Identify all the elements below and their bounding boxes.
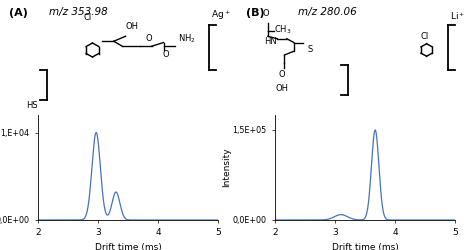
Text: OH: OH <box>275 84 289 93</box>
Text: O: O <box>279 70 285 79</box>
Text: (A): (A) <box>9 8 28 18</box>
Text: (B): (B) <box>246 8 265 18</box>
Text: NH$_2$: NH$_2$ <box>178 32 195 45</box>
Text: O: O <box>146 34 153 43</box>
Text: m/z 353.98: m/z 353.98 <box>49 8 108 18</box>
Text: Cl: Cl <box>83 14 92 22</box>
Y-axis label: Intensity: Intensity <box>222 148 231 187</box>
Text: CH$_3$: CH$_3$ <box>274 24 292 36</box>
Text: HN: HN <box>264 37 276 46</box>
Text: O: O <box>262 8 269 18</box>
Text: Li$^+$: Li$^+$ <box>450 11 466 22</box>
Text: Ag$^+$: Ag$^+$ <box>211 9 231 22</box>
X-axis label: Drift time (ms): Drift time (ms) <box>95 243 161 250</box>
Text: Cl: Cl <box>420 32 428 41</box>
Text: O: O <box>163 50 169 59</box>
X-axis label: Drift time (ms): Drift time (ms) <box>332 243 398 250</box>
Text: OH: OH <box>126 22 138 31</box>
Text: m/z 280.06: m/z 280.06 <box>298 8 356 18</box>
Text: HS: HS <box>26 101 38 110</box>
Text: S: S <box>308 46 313 54</box>
